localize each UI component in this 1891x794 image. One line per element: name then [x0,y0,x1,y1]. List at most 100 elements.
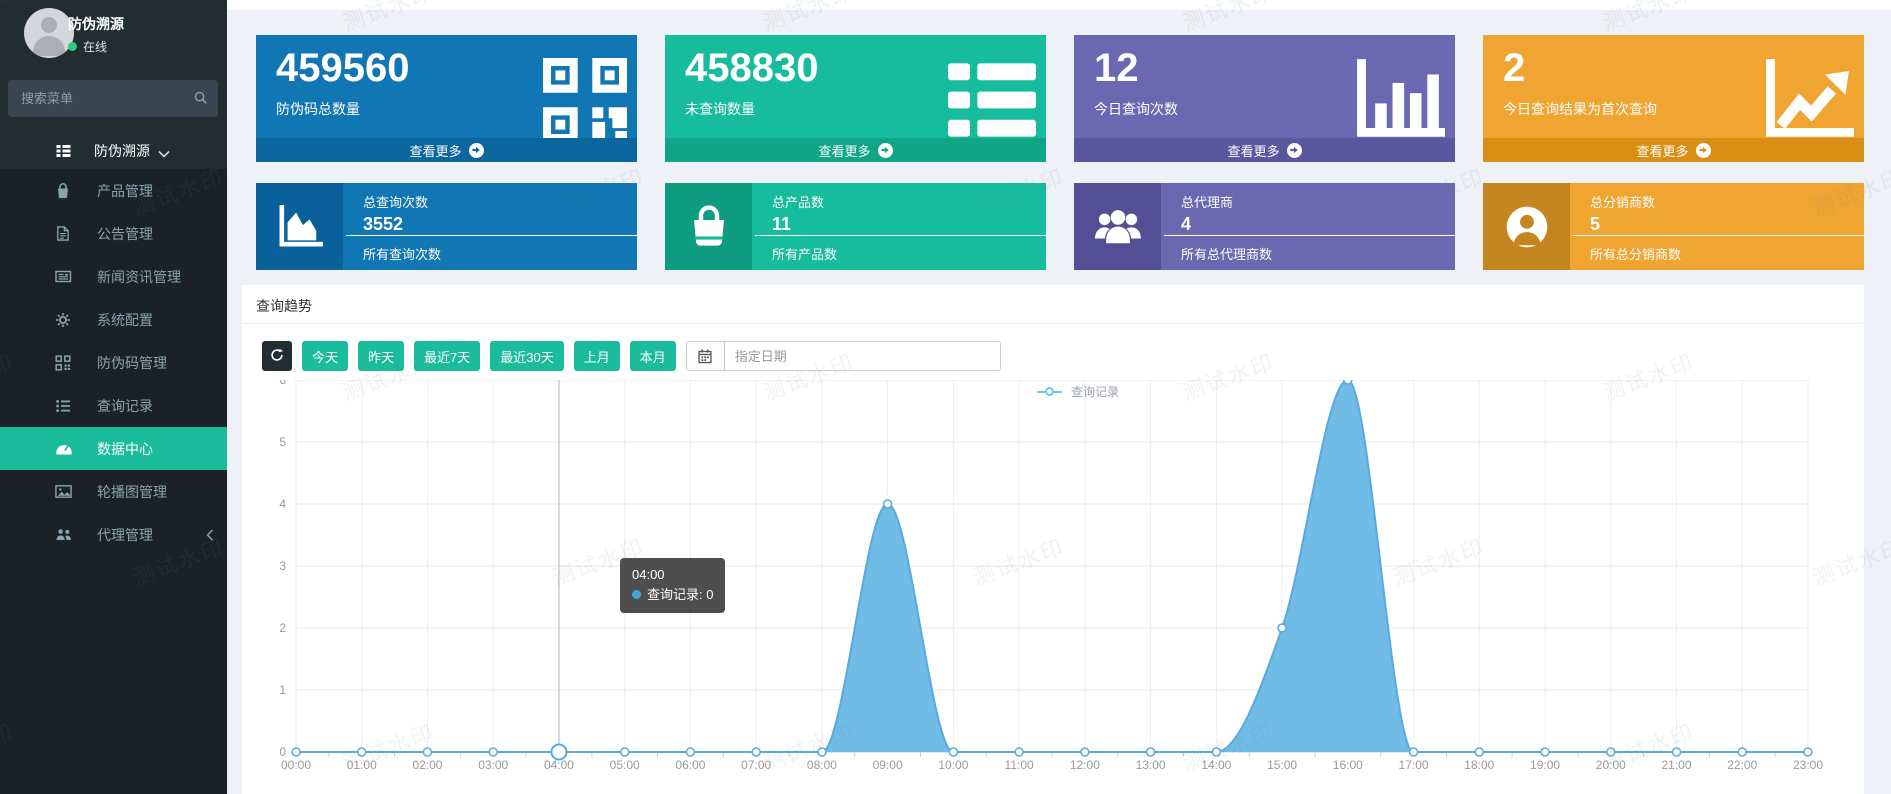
info-box-total-agents: 总代理商 4 所有总代理商数 [1074,183,1455,270]
svg-text:06:00: 06:00 [675,758,705,772]
info-box-footer: 所有总代理商数 [1181,247,1273,262]
sidebar-item-label: 产品管理 [97,182,153,199]
arrow-circle-right-icon [1695,142,1711,158]
svg-text:20:00: 20:00 [1596,758,1626,772]
sidebar-item-query-records[interactable]: 查询记录 [0,384,227,427]
trend-panel: 查询趋势 今天 昨天 最近7天 最近30天 上月 本月 0 1 2 3 4 5 6 00:00… [242,285,1864,794]
range-button-thismonth[interactable]: 本月 [629,341,676,371]
sidebar-item-anti-counterfeit-root[interactable]: 防伪溯源 [0,133,227,169]
legend-line [1037,390,1045,393]
stat-value: 2 [1503,46,1526,90]
refresh-button[interactable] [262,341,292,371]
user-status: 在线 [68,38,107,55]
sidebar: 防伪溯源 在线 防伪溯源 产品管理 公告管理 新闻资讯管理 系统配置 [0,0,227,794]
view-more-link[interactable]: 查看更多 [1483,138,1864,162]
range-button-yesterday[interactable]: 昨天 [358,341,405,371]
sidebar-item-label: 代理管理 [97,526,153,543]
online-dot [68,42,77,51]
area-chart-icon [256,183,343,270]
legend-item-query-records[interactable]: 查询记录 [1037,383,1119,400]
stat-value: 12 [1094,46,1139,90]
info-box-value: 5 [1590,214,1601,234]
sidebar-item-carousel-management[interactable]: 轮播图管理 [0,470,227,513]
sidebar-item-label: 轮播图管理 [97,483,167,500]
info-box-value: 3552 [363,214,404,234]
divider [242,323,1864,324]
stat-cards-row: 459560 防伪码总数量 查看更多 458830 未查询数量 查看更多 12 [256,35,1864,162]
sidebar-item-label: 查询记录 [97,397,153,414]
svg-text:05:00: 05:00 [610,758,640,772]
search-input[interactable] [8,80,186,117]
sidebar-item-agent-management[interactable]: 代理管理 [0,513,227,556]
divider [1164,235,1455,236]
th-list-icon [941,57,1036,142]
tooltip-time: 04:00 [632,567,665,582]
chart-tooltip: 04:00 查询记录: 0 [620,558,726,614]
svg-text:11:00: 11:00 [1005,758,1034,772]
svg-text:08:00: 08:00 [807,758,837,772]
th-list-icon [55,143,72,159]
view-more-link[interactable]: 查看更多 [665,138,1046,162]
svg-text:09:00: 09:00 [873,758,903,772]
svg-text:3: 3 [279,559,286,573]
range-button-today[interactable]: 今天 [302,341,349,371]
newspaper-icon [55,269,75,284]
sidebar-menu: 产品管理 公告管理 新闻资讯管理 系统配置 防伪码管理 查询记录 数据中心 轮 [0,169,227,794]
shopping-bag-icon [55,182,75,199]
trend-chart-svg: 0 1 2 3 4 5 6 00:00 01:00 02:00 03:00 04:00 05:00 06:… [279,380,1823,772]
info-box-title: 总分销商数 [1590,195,1656,210]
users-icon [1074,183,1161,270]
sidebar-search [8,80,218,117]
sidebar-item-announcement-management[interactable]: 公告管理 [0,212,227,255]
view-more-label: 查看更多 [1636,143,1689,159]
trend-chart-plot[interactable]: 0 1 2 3 4 5 6 00:00 01:00 02:00 03:00 04:00 05:00 06:… [242,380,1864,794]
view-more-link[interactable]: 查看更多 [1074,138,1455,162]
svg-text:01:00: 01:00 [347,758,377,772]
tachometer-icon [55,441,75,456]
view-more-label: 查看更多 [1227,143,1280,159]
svg-text:12:00: 12:00 [1070,758,1100,772]
trend-toolbar: 今天 昨天 最近7天 最近30天 上月 本月 [262,341,1001,371]
stat-value: 459560 [276,46,410,90]
svg-text:5: 5 [279,435,286,449]
calendar-icon[interactable] [685,341,724,371]
bar-chart-icon [1350,57,1445,142]
info-box-footer: 所有总分销商数 [1590,247,1682,262]
sidebar-item-label: 公告管理 [97,225,153,242]
info-box-title: 总代理商 [1181,195,1234,210]
range-button-last7days[interactable]: 最近7天 [414,341,481,371]
view-more-link[interactable]: 查看更多 [256,138,637,162]
line-chart-icon [1759,57,1854,142]
legend-label: 查询记录 [1071,385,1120,399]
avatar [24,8,74,58]
info-boxes-row: 总查询次数 3552 所有查询次数 总产品数 11 所有产品数 总代理商 [256,183,1864,270]
info-box-title: 总产品数 [772,195,825,210]
sidebar-item-data-center[interactable]: 数据中心 [0,427,227,470]
svg-text:13:00: 13:00 [1136,758,1166,772]
svg-text:15:00: 15:00 [1267,758,1297,772]
sidebar-item-security-code-management[interactable]: 防伪码管理 [0,341,227,384]
range-button-lastmonth[interactable]: 上月 [573,341,620,371]
user-status-label: 在线 [83,40,108,54]
sidebar-item-product-management[interactable]: 产品管理 [0,169,227,212]
top-strip [227,0,1891,10]
stat-card-total-codes: 459560 防伪码总数量 查看更多 [256,35,637,162]
svg-text:02:00: 02:00 [412,758,442,772]
date-input[interactable] [723,341,1001,371]
sidebar-item-label: 系统配置 [97,311,153,328]
file-text-icon [55,225,75,242]
search-button[interactable] [188,87,212,110]
svg-text:0: 0 [279,745,286,759]
arrow-circle-right-icon [1286,142,1302,158]
sidebar-item-news-management[interactable]: 新闻资讯管理 [0,255,227,298]
user-name: 防伪溯源 [68,16,124,32]
svg-text:16:00: 16:00 [1333,758,1363,772]
range-button-last30days[interactable]: 最近30天 [490,341,564,371]
info-box-footer: 所有产品数 [772,247,838,262]
qrcode-icon [532,57,627,142]
gear-icon [55,312,75,328]
sidebar-item-system-config[interactable]: 系统配置 [0,298,227,341]
sidebar-item-label: 防伪溯源 [94,143,150,159]
info-box-footer: 所有查询次数 [363,247,442,262]
stat-label: 未查询数量 [685,101,755,117]
